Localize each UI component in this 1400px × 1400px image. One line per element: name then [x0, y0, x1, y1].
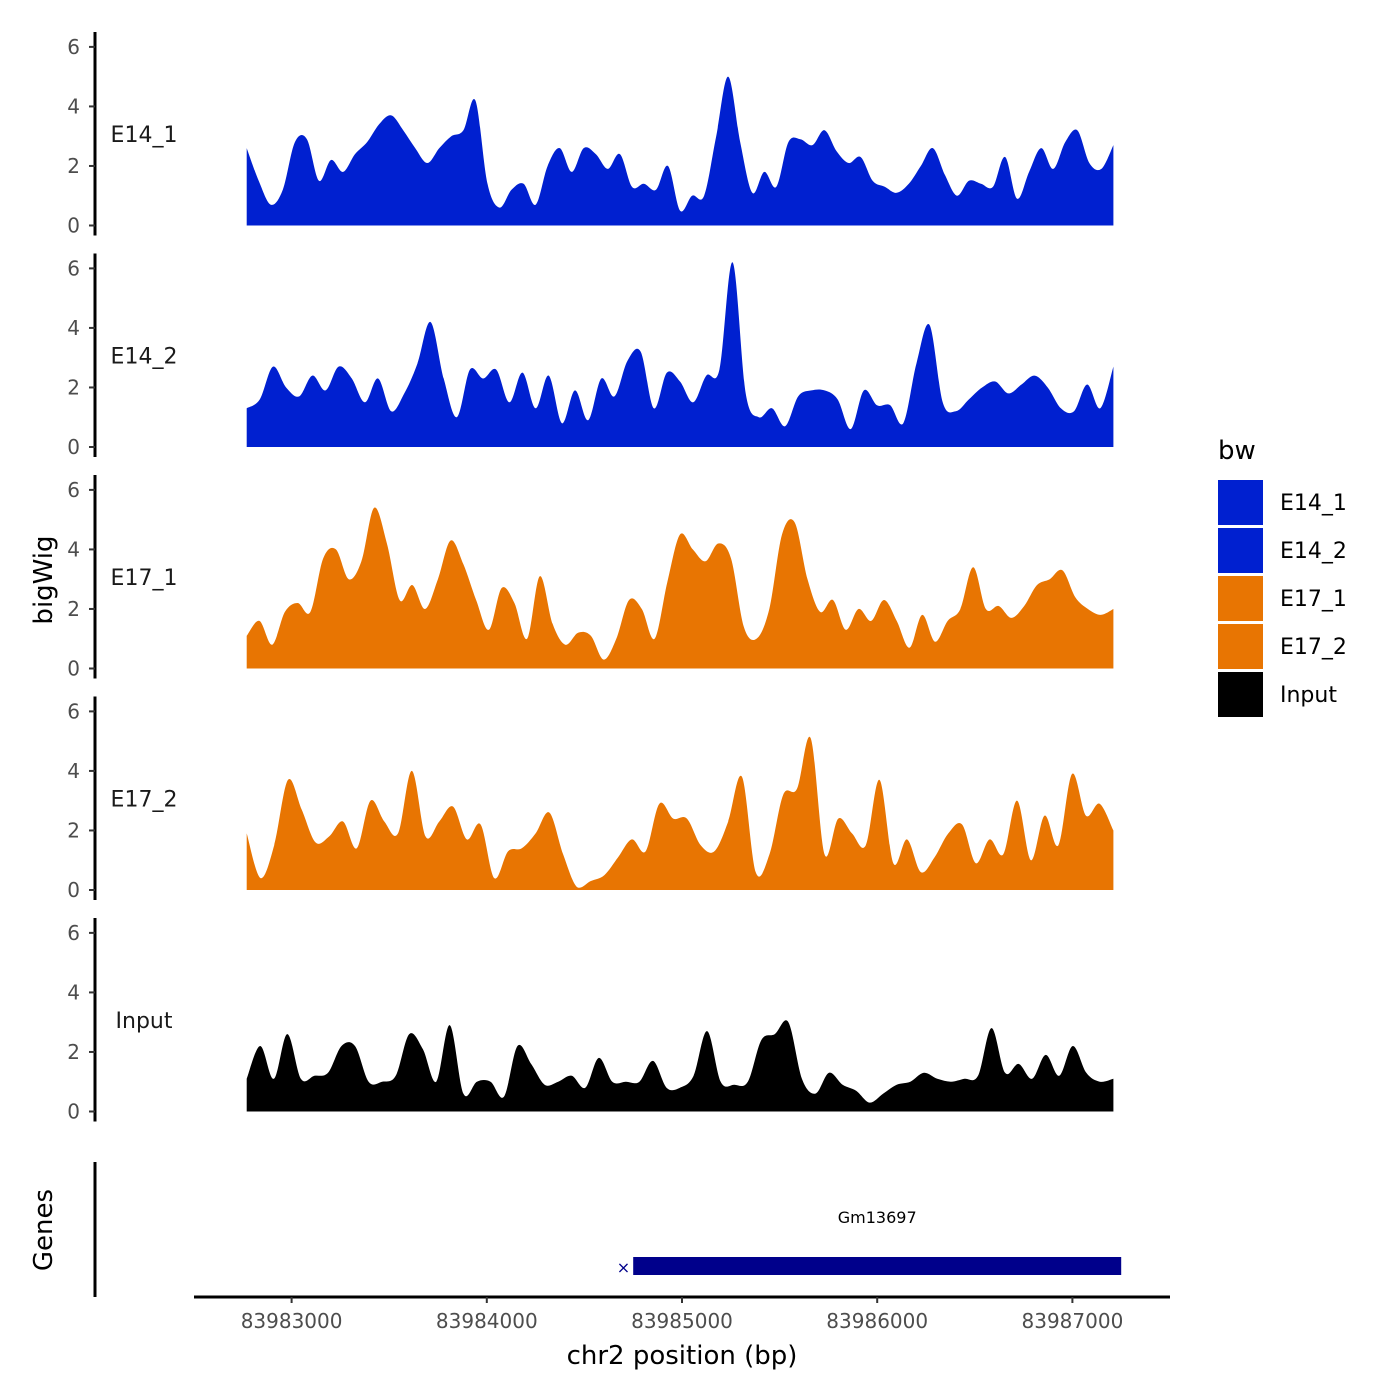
- legend-key-E14_1: [1218, 480, 1263, 525]
- y-tick-label-E17_2: 4: [67, 759, 80, 783]
- y-tick-label-E17_2: 0: [67, 878, 80, 902]
- track-label-Input: Input: [116, 1009, 173, 1034]
- x-axis-label: chr2 position (bp): [567, 1341, 798, 1371]
- track-label-E14_2: E14_2: [111, 345, 178, 370]
- y-tick-label-E17_1: 2: [67, 597, 80, 621]
- y-tick-label-E14_1: 6: [67, 35, 80, 59]
- legend-key-E17_2: [1218, 624, 1263, 669]
- x-axis: 83983000 83984000 83985000 83986000 83987000: [194, 1295, 1170, 1333]
- legend-label-Input: Input: [1280, 683, 1337, 708]
- track-label-E17_1: E17_1: [111, 566, 178, 591]
- gene-body-Gm13697: [633, 1257, 1122, 1275]
- legend-label-E17_2: E17_2: [1280, 635, 1347, 660]
- signal-area-E14_2: [246, 262, 1114, 447]
- legend-label-E17_1: E17_1: [1280, 587, 1347, 612]
- x-tick-label: 83986000: [826, 1309, 928, 1333]
- track-E17_2: 0 2 4 6 E17_2: [67, 696, 1114, 902]
- signal-area-E14_1: [246, 76, 1114, 226]
- y-tick-label-E17_1: 0: [67, 657, 80, 681]
- track-E17_1: 0 2 4 6 E17_1: [67, 475, 1114, 681]
- y-tick-label-Input: 2: [67, 1040, 80, 1064]
- signal-area-E17_2: [246, 736, 1114, 890]
- x-tick-label: 83984000: [436, 1309, 538, 1333]
- legend-key-E17_1: [1218, 576, 1263, 621]
- y-axis-label: bigWig: [29, 535, 59, 624]
- y-tick-label-E14_1: 0: [67, 214, 80, 238]
- track-E14_1: 0 2 4 6 E14_1: [67, 32, 1114, 238]
- gene-strand-icon: ×: [617, 1258, 630, 1277]
- legend-label-E14_1: E14_1: [1280, 491, 1347, 516]
- y-tick-label-E17_2: 6: [67, 699, 80, 723]
- signal-area-E17_1: [246, 507, 1114, 669]
- legend-key-E14_2: [1218, 528, 1263, 573]
- y-tick-label-Input: 6: [67, 921, 80, 945]
- y-tick-label-E17_2: 2: [67, 818, 80, 842]
- legend-key-Input: [1218, 672, 1263, 717]
- legend-label-E14_2: E14_2: [1280, 539, 1347, 564]
- y-tick-label-Input: 4: [67, 980, 80, 1004]
- x-tick-label: 83987000: [1022, 1309, 1124, 1333]
- track-E14_2: 0 2 4 6 E14_2: [67, 253, 1114, 459]
- y-tick-label-E14_2: 4: [67, 316, 80, 340]
- track-Input: 0 2 4 6 Input: [67, 918, 1114, 1124]
- y-tick-label-E17_1: 4: [67, 537, 80, 561]
- x-tick-label: 83983000: [241, 1309, 343, 1333]
- y-tick-label-E14_2: 2: [67, 375, 80, 399]
- legend: bw E14_1 E14_2 E17_1 E17_2 Input: [1218, 436, 1347, 717]
- y-tick-label-E14_2: 0: [67, 435, 80, 459]
- y-tick-label-E14_1: 4: [67, 94, 80, 118]
- y-tick-label-Input: 0: [67, 1100, 80, 1124]
- x-tick-label: 83985000: [631, 1309, 733, 1333]
- track-label-E17_2: E17_2: [111, 788, 178, 813]
- bigwig-tracks: 0 2 4 6 E14_1 0 2 4 6 E14_2 0 2 4 6 E17_1 0 2 4 6 E17_2 0 2 4 6…: [67, 32, 1114, 1124]
- track-label-E14_1: E14_1: [111, 123, 178, 148]
- y-tick-label-E14_2: 6: [67, 256, 80, 280]
- genes-track-label: Genes: [29, 1189, 59, 1271]
- y-tick-label-E14_1: 2: [67, 154, 80, 178]
- y-tick-label-E17_1: 6: [67, 478, 80, 502]
- signal-area-Input: [246, 1020, 1114, 1112]
- gene-name-label: Gm13697: [838, 1208, 917, 1227]
- legend-title: bw: [1218, 436, 1256, 466]
- genes-track: Genes Gm13697 ×: [29, 1162, 1122, 1297]
